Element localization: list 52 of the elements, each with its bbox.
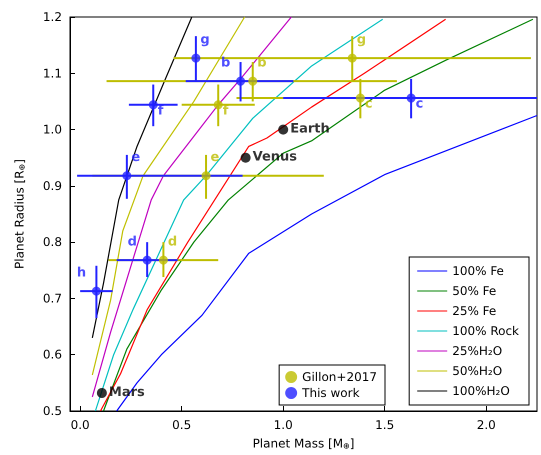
y-tick-label: 0.8 [42, 235, 62, 250]
legend-label: 50%H₂O [452, 364, 502, 378]
y-tick-label: 0.6 [42, 348, 62, 362]
legend-label: 100% Rock [452, 324, 520, 338]
line-series [94, 18, 384, 412]
data-label: b [221, 56, 230, 71]
legend-label: 25% Fe [452, 304, 496, 318]
data-label: Earth [290, 122, 330, 137]
y-tick-label: 1.0 [42, 122, 62, 137]
point [148, 100, 158, 110]
legend-label: 25%H₂O [452, 344, 502, 358]
point [236, 76, 246, 86]
point [142, 256, 152, 265]
y-tick-label: 1.2 [42, 10, 62, 24]
legend-label: 100%H₂O [452, 384, 510, 398]
y-axis-title: Planet Radius [R⊕] [12, 159, 26, 269]
point [248, 76, 258, 86]
data-label: d [128, 234, 137, 250]
data-label: e [210, 150, 220, 166]
x-axis-title: Planet Mass [M⊕] [252, 436, 354, 450]
legend-label: Gillon+2017 [302, 370, 377, 384]
point [356, 94, 365, 103]
y-tick-label: 1.1 [42, 66, 62, 80]
x-tick-label: 0.5 [172, 418, 192, 432]
y-tick-label: 0.7 [42, 291, 62, 306]
x-tick-label: 1.5 [375, 418, 394, 432]
x-tick-label: 2.0 [476, 418, 496, 432]
x-tick-label: 1.0 [274, 418, 293, 432]
point [158, 256, 168, 265]
point [92, 286, 101, 296]
point [406, 94, 416, 103]
point [278, 124, 288, 135]
point [240, 152, 251, 163]
point [96, 388, 107, 398]
y-tick-label: 0.9 [42, 178, 62, 193]
legend-label: 50% Fe [452, 284, 496, 298]
data-label: h [76, 266, 86, 281]
line-series [102, 18, 534, 412]
point [122, 171, 132, 180]
point [202, 171, 211, 180]
legend-label: 100% Fe [452, 264, 504, 278]
point [191, 54, 200, 63]
line-series [100, 18, 446, 412]
data-label: d [168, 234, 178, 250]
point [348, 54, 357, 63]
y-tick-label: 0.5 [42, 404, 62, 418]
x-tick-label: 0.0 [70, 418, 90, 432]
data-label: g [200, 32, 210, 48]
point [214, 100, 223, 110]
data-label: g [356, 32, 366, 48]
data-label: c [416, 96, 424, 112]
legend-label: This work [301, 386, 360, 400]
